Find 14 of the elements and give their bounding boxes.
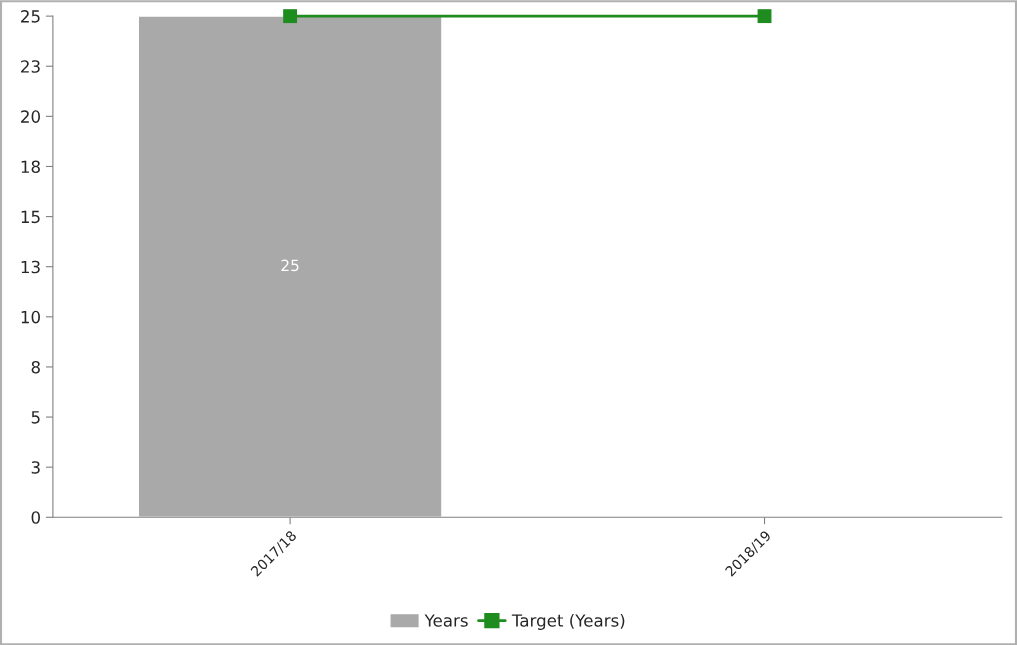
y-tick-label: 18: [21, 160, 40, 174]
y-tick-label: 20: [21, 110, 40, 123]
y-tick-label: 25: [21, 10, 40, 23]
y-tick-label: 15: [21, 210, 40, 224]
y-tick-label: 0: [31, 511, 40, 524]
data-label: 25: [281, 259, 299, 272]
y-tick-label: 5: [31, 411, 40, 424]
y-tick-label: 10: [21, 310, 40, 324]
legend-label: Target (Years): [511, 613, 625, 630]
y-tick-label: 23: [21, 60, 40, 73]
y-tick-label: 13: [21, 260, 40, 274]
legend-label: Years: [424, 614, 468, 627]
y-tick-label: 8: [31, 360, 40, 374]
y-tick-label: 3: [31, 461, 40, 474]
